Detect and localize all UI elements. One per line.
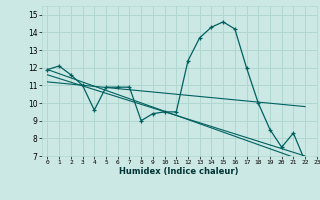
X-axis label: Humidex (Indice chaleur): Humidex (Indice chaleur) bbox=[119, 167, 239, 176]
